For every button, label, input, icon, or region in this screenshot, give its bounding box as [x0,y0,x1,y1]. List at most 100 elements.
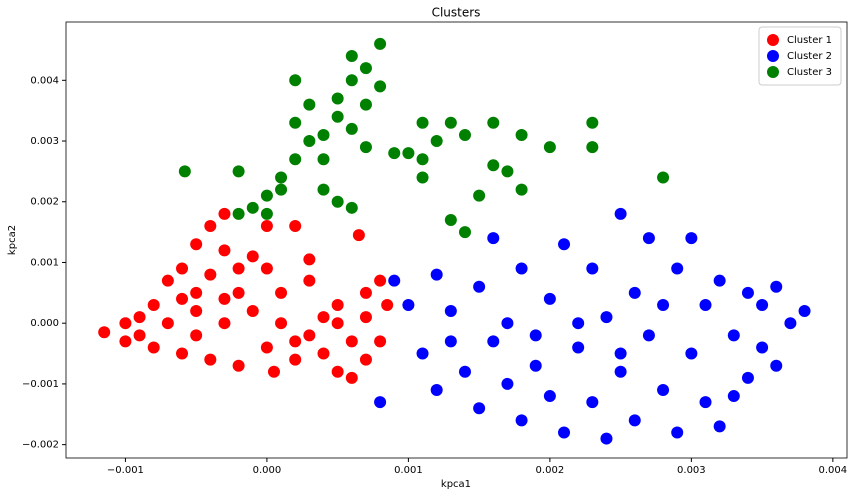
point [741,286,754,299]
point [543,390,556,403]
point [190,238,203,251]
point [784,317,797,330]
point [487,335,500,348]
point [232,286,245,299]
point [416,116,429,129]
point [374,80,387,93]
point [289,74,302,87]
point [473,280,486,293]
point [444,116,457,129]
point [345,50,358,63]
point [218,207,231,220]
x-tick-label: 0.003 [677,465,706,476]
point [267,365,280,378]
y-tick-label: 0.002 [30,197,59,208]
point [317,153,330,166]
point [515,414,528,427]
point [359,141,372,154]
point [586,116,599,129]
point [275,171,288,184]
point [515,183,528,196]
point [657,171,670,184]
point [614,347,627,360]
point [374,396,387,409]
point [176,262,189,275]
point [529,329,542,342]
point [402,298,415,311]
point [218,292,231,305]
point [543,141,556,154]
point [402,147,415,160]
point [614,207,627,220]
x-axis-label: kpca1 [441,479,471,490]
legend-box [758,26,842,86]
point [359,353,372,366]
point [289,116,302,129]
point [487,159,500,172]
point [458,365,471,378]
point [331,110,344,123]
point [331,317,344,330]
point [161,274,174,287]
point [741,371,754,384]
point [430,383,443,396]
point [232,359,245,372]
point [487,232,500,245]
y-tick-label: 0.000 [30,318,59,329]
point [685,347,698,360]
point [600,311,613,324]
point [388,274,401,287]
point [727,329,740,342]
point [232,207,245,220]
point [473,189,486,202]
x-tick-label: −0.001 [107,465,144,476]
plot-frame [65,21,848,459]
point [289,220,302,233]
point [798,305,811,318]
point [501,377,514,390]
point [345,335,358,348]
y-tick-label: 0.003 [30,136,59,147]
point [317,128,330,141]
point [204,220,217,233]
point [303,253,316,266]
point [671,426,684,439]
point [260,341,273,354]
point [572,317,585,330]
point [374,335,387,348]
legend-label: Cluster 2 [787,51,832,62]
point [133,329,146,342]
point [586,262,599,275]
point [190,329,203,342]
point [770,359,783,372]
point [628,286,641,299]
x-tick-label: 0.001 [394,465,423,476]
point [260,207,273,220]
point [416,347,429,360]
point [246,305,259,318]
y-tick-label: −0.002 [22,440,59,451]
legend-marker [767,50,779,62]
point [614,365,627,378]
legend-label: Cluster 1 [787,35,832,46]
point [473,402,486,415]
point [246,250,259,263]
y-tick-label: 0.001 [30,257,59,268]
point [430,268,443,281]
point [331,92,344,105]
point [260,262,273,275]
point [119,335,132,348]
point [388,147,401,160]
point [381,298,394,311]
point [232,262,245,275]
point [345,122,358,135]
point [628,414,641,427]
point [444,335,457,348]
point [119,317,132,330]
point [501,165,514,178]
point [178,165,191,178]
point [374,37,387,50]
point [331,298,344,311]
y-tick-label: 0.004 [30,75,59,86]
